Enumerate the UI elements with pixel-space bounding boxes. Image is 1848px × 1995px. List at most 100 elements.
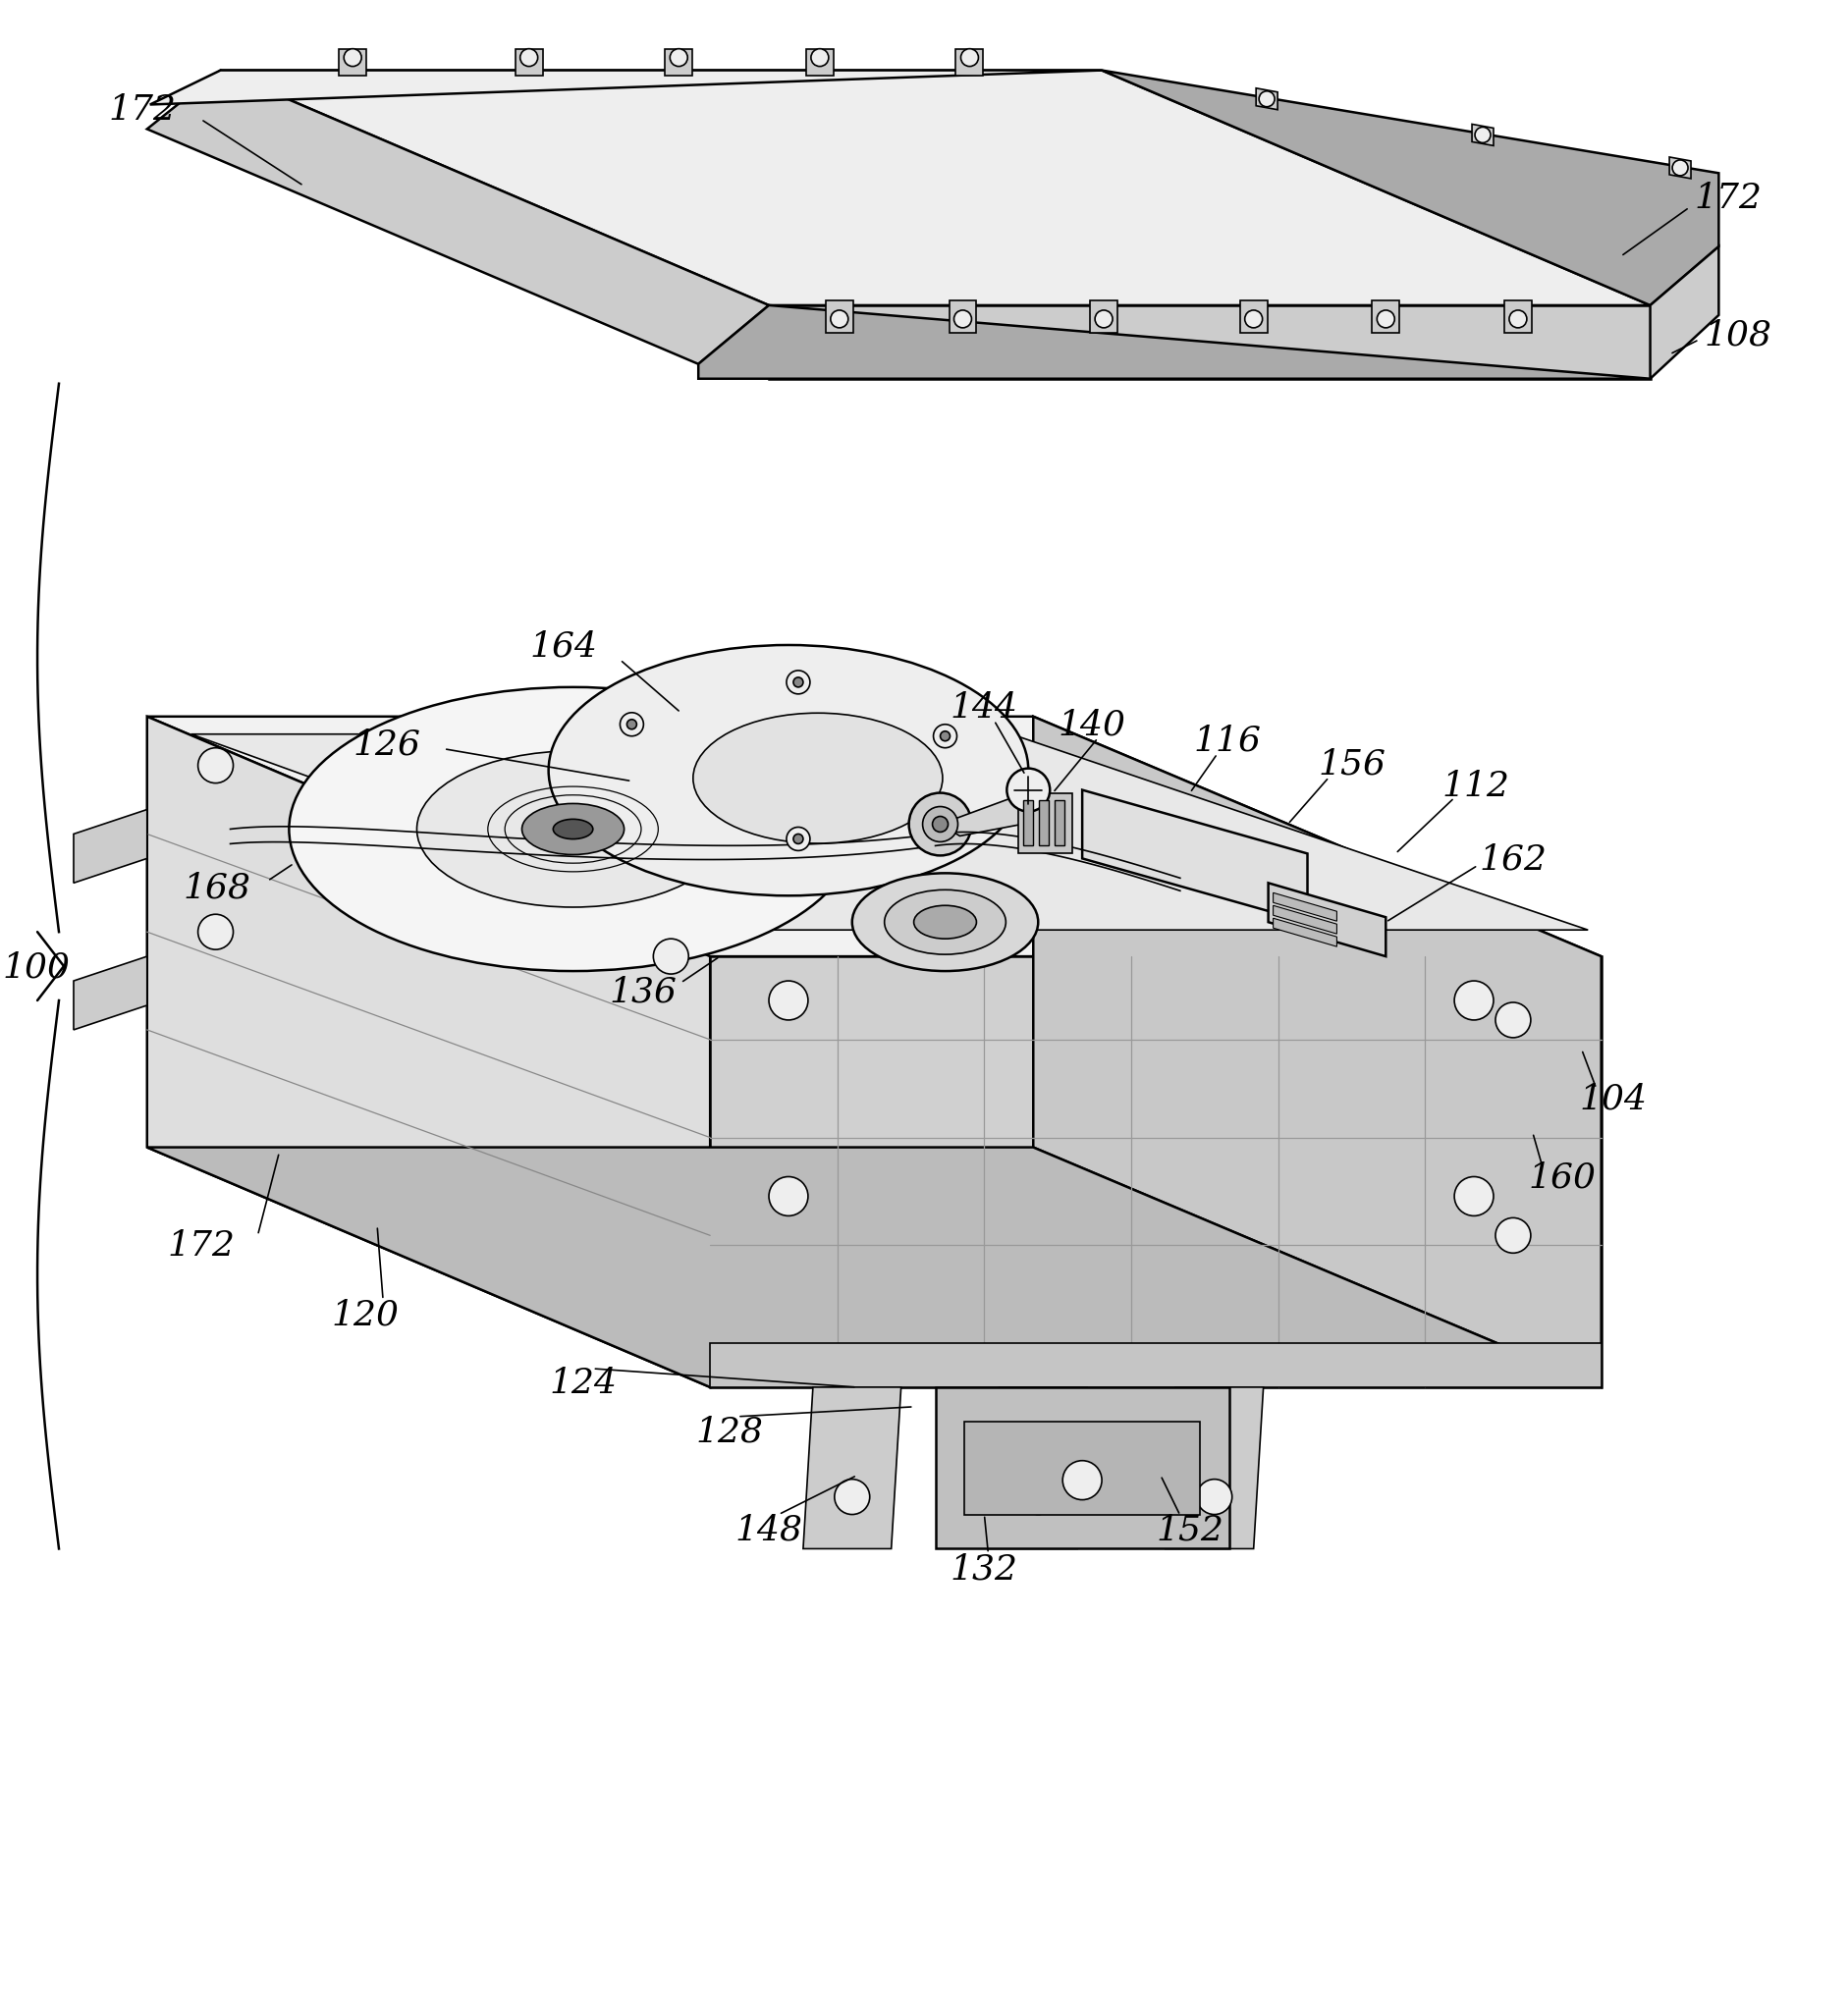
Text: 108: 108 — [1704, 319, 1772, 353]
Polygon shape — [1257, 90, 1277, 110]
Polygon shape — [806, 50, 833, 76]
Circle shape — [671, 50, 687, 68]
Circle shape — [519, 50, 538, 68]
Polygon shape — [148, 716, 1600, 958]
Ellipse shape — [693, 714, 942, 844]
Circle shape — [941, 732, 950, 742]
Polygon shape — [74, 958, 148, 1029]
Polygon shape — [1473, 126, 1493, 146]
Circle shape — [198, 916, 233, 950]
Polygon shape — [769, 305, 1650, 379]
Circle shape — [811, 50, 828, 68]
Circle shape — [344, 50, 362, 68]
Polygon shape — [1504, 301, 1532, 333]
Text: 112: 112 — [1441, 768, 1510, 802]
Polygon shape — [1083, 790, 1307, 922]
Polygon shape — [1669, 158, 1691, 180]
Polygon shape — [1018, 794, 1072, 854]
Ellipse shape — [913, 906, 976, 940]
Text: 164: 164 — [529, 630, 597, 664]
Circle shape — [654, 940, 689, 974]
Circle shape — [793, 678, 804, 688]
Polygon shape — [965, 1422, 1199, 1514]
Circle shape — [793, 834, 804, 844]
Text: 136: 136 — [610, 974, 678, 1007]
Text: 162: 162 — [1478, 842, 1547, 876]
Polygon shape — [950, 301, 976, 333]
Polygon shape — [1055, 800, 1064, 846]
Polygon shape — [516, 50, 543, 76]
Polygon shape — [710, 1343, 1600, 1387]
Polygon shape — [804, 1387, 902, 1548]
Circle shape — [922, 808, 957, 842]
Polygon shape — [665, 50, 693, 76]
Circle shape — [1377, 311, 1395, 329]
Polygon shape — [1273, 894, 1336, 922]
Circle shape — [1096, 311, 1112, 329]
Polygon shape — [1273, 906, 1336, 934]
Circle shape — [933, 816, 948, 832]
Polygon shape — [148, 72, 769, 365]
Circle shape — [961, 50, 978, 68]
Ellipse shape — [852, 874, 1039, 972]
Text: 172: 172 — [166, 1229, 235, 1263]
Text: 116: 116 — [1194, 724, 1260, 758]
Circle shape — [1198, 1480, 1233, 1514]
Polygon shape — [148, 1147, 1600, 1387]
Circle shape — [787, 670, 809, 694]
Circle shape — [933, 724, 957, 748]
Ellipse shape — [553, 820, 593, 840]
Circle shape — [1475, 128, 1491, 144]
Circle shape — [1246, 311, 1262, 329]
Ellipse shape — [418, 752, 730, 908]
Polygon shape — [826, 301, 854, 333]
Circle shape — [1454, 982, 1493, 1021]
Polygon shape — [941, 790, 1048, 836]
Circle shape — [1510, 311, 1526, 329]
Circle shape — [769, 1177, 808, 1217]
Polygon shape — [989, 1387, 1087, 1548]
Polygon shape — [699, 305, 1650, 379]
Circle shape — [1672, 162, 1687, 176]
Text: 168: 168 — [183, 870, 251, 904]
Polygon shape — [1090, 301, 1118, 333]
Polygon shape — [190, 734, 1587, 930]
Circle shape — [198, 748, 233, 784]
Polygon shape — [1101, 72, 1719, 305]
Circle shape — [954, 311, 972, 329]
Circle shape — [909, 794, 972, 856]
Circle shape — [830, 311, 848, 329]
Circle shape — [1495, 1003, 1530, 1037]
Polygon shape — [74, 810, 148, 884]
Polygon shape — [148, 716, 710, 1387]
Circle shape — [1495, 1219, 1530, 1253]
Text: 172: 172 — [1695, 182, 1763, 215]
Text: 132: 132 — [950, 1552, 1018, 1586]
Text: 172: 172 — [109, 94, 176, 128]
Circle shape — [626, 720, 638, 730]
Polygon shape — [1166, 1387, 1264, 1548]
Polygon shape — [338, 50, 366, 76]
Text: 124: 124 — [549, 1367, 617, 1398]
Polygon shape — [1039, 800, 1050, 846]
Polygon shape — [1650, 247, 1719, 379]
Ellipse shape — [549, 646, 1027, 896]
Polygon shape — [150, 72, 1101, 106]
Text: 156: 156 — [1319, 748, 1386, 780]
Text: 144: 144 — [950, 690, 1018, 724]
Text: 148: 148 — [736, 1512, 802, 1546]
Polygon shape — [1273, 920, 1336, 948]
Circle shape — [976, 748, 1011, 784]
Polygon shape — [1033, 716, 1600, 1387]
Text: 128: 128 — [697, 1414, 763, 1448]
Polygon shape — [1240, 301, 1268, 333]
Text: 140: 140 — [1059, 708, 1125, 742]
Polygon shape — [935, 1387, 1229, 1548]
Text: 126: 126 — [353, 728, 421, 762]
Circle shape — [787, 828, 809, 852]
Circle shape — [621, 712, 643, 736]
Circle shape — [1020, 1480, 1055, 1514]
Circle shape — [1258, 92, 1275, 108]
Polygon shape — [220, 72, 1650, 305]
Polygon shape — [1024, 800, 1033, 846]
